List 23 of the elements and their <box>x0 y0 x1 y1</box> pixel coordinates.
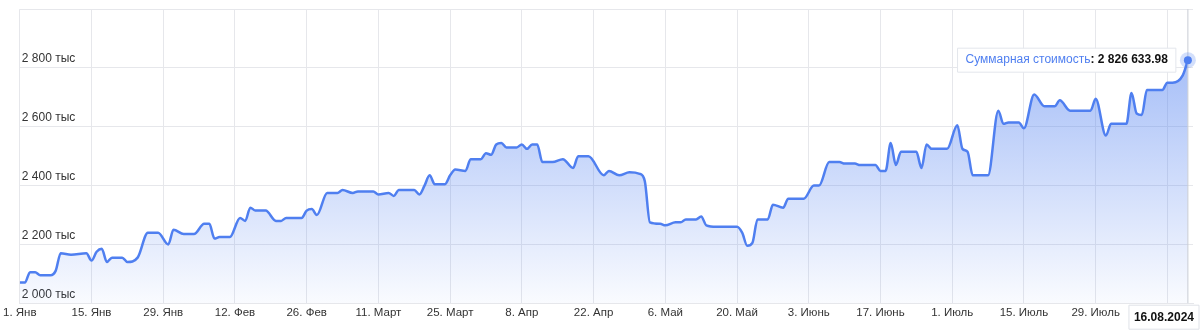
x-tick-label: 12. Фев <box>214 306 256 319</box>
x-tick-label: 25. Март <box>426 306 475 319</box>
annotation: Суммарная стоимость: 2 826 633.98 <box>965 52 1169 67</box>
y-tick-label: 2 000 тыс <box>21 286 76 301</box>
x-tick-label: 1. Янв <box>2 306 37 319</box>
y-tick-label: 2 600 тыс <box>21 110 76 125</box>
x-tick-label: 3. Июнь <box>787 306 830 319</box>
x-tick-label: 8. Апр <box>505 306 539 319</box>
ref-line-label: 16.08.2024 <box>1133 309 1195 324</box>
x-tick-label: 22. Апр <box>573 306 614 319</box>
x-tick-label: 17. Июнь <box>856 306 905 319</box>
x-tick-label: 15. Янв <box>71 306 112 319</box>
x-tick-label: 26. Фев <box>286 306 327 319</box>
y-tick-label: 2 200 тыс <box>21 227 76 242</box>
x-tick-label: 15. Июль <box>999 306 1049 319</box>
x-tick-label: 29. Июль <box>1071 306 1120 319</box>
x-tick-label: 20. Май <box>716 306 758 319</box>
x-tick-label: 1. Июль <box>931 306 974 319</box>
x-tick-label: 11. Март <box>355 306 403 319</box>
y-tick-label: 2 800 тыс <box>21 51 76 66</box>
y-tick-label: 2 400 тыс <box>21 168 76 183</box>
x-tick-label: 6. Май <box>647 306 683 319</box>
x-tick-label: 29. Янв <box>143 306 184 319</box>
